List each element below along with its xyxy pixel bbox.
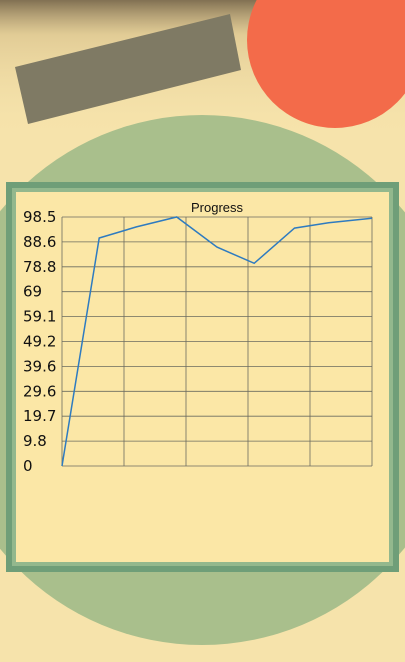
y-tick-label: 69	[23, 283, 42, 301]
progress-chart: Progress 0 9.8 19.7 29.6 39.6 49.2 59.1 69 78.8 8…	[23, 200, 373, 475]
y-tick-label: 9.8	[23, 432, 47, 450]
y-tick-label: 29.6	[23, 382, 56, 400]
y-tick-label: 78.8	[23, 258, 56, 276]
chart-title: Progress	[191, 200, 244, 215]
y-tick-label: 49.2	[23, 333, 56, 351]
y-tick-label: 88.6	[23, 233, 56, 251]
y-tick-label: 39.6	[23, 357, 56, 375]
grid-lines	[61, 216, 373, 467]
orange-disk	[247, 0, 405, 128]
progress-line	[61, 216, 373, 467]
y-tick-label: 98.5	[23, 208, 56, 226]
y-tick-label: 0	[23, 457, 33, 475]
y-tick-label: 19.7	[23, 407, 56, 425]
chart-panel	[6, 182, 399, 572]
y-axis-ticks: 0 9.8 19.7 29.6 39.6 49.2 59.1 69 78.8 88.6 98.5	[23, 208, 56, 475]
y-tick-label: 59.1	[23, 308, 56, 326]
gray-bar	[15, 14, 241, 124]
